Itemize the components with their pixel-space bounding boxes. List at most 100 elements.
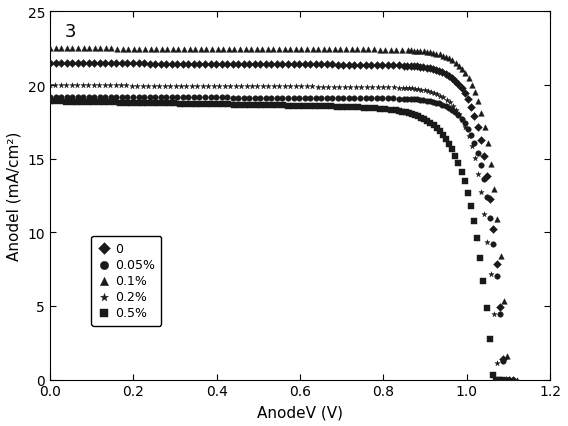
0.05% [278, 95, 287, 102]
0.5% [186, 101, 195, 108]
0.2% [420, 88, 429, 95]
0.05% [425, 98, 435, 105]
0.1% [490, 186, 499, 193]
0.05% [492, 273, 501, 279]
0.05% [178, 95, 187, 101]
0.5% [278, 103, 287, 109]
0 [311, 62, 320, 69]
0.2% [427, 89, 436, 96]
0.05% [273, 95, 282, 102]
0.05% [361, 95, 370, 102]
0.05% [51, 94, 60, 101]
0 [479, 153, 488, 160]
0.1% [435, 52, 444, 59]
0.2% [204, 83, 213, 90]
0 [250, 61, 260, 68]
0.05% [470, 141, 479, 147]
0.5% [197, 101, 206, 108]
0.1% [235, 46, 244, 53]
0.05% [173, 95, 182, 101]
0 [406, 63, 415, 70]
0.1% [247, 46, 256, 53]
0.5% [348, 104, 357, 111]
0 [435, 68, 444, 75]
0 [273, 62, 282, 69]
0 [201, 61, 210, 68]
0.2% [390, 85, 399, 92]
0.1% [62, 46, 72, 53]
0.1% [152, 46, 161, 53]
0.1% [470, 89, 479, 96]
0.2% [423, 88, 432, 95]
0.5% [132, 100, 141, 107]
0.05% [167, 95, 176, 101]
0.1% [375, 47, 384, 54]
0.1% [331, 47, 340, 54]
0.2% [384, 85, 393, 92]
0.1% [308, 47, 317, 54]
0.2% [193, 83, 202, 90]
0.5% [73, 99, 82, 106]
0.5% [62, 99, 71, 106]
0.05% [256, 95, 265, 102]
0.5% [485, 336, 494, 343]
0 [322, 62, 331, 69]
0 [457, 86, 466, 92]
0.2% [83, 83, 93, 89]
0.05% [356, 95, 365, 102]
0 [223, 61, 232, 68]
0 [444, 73, 453, 80]
0 [56, 60, 65, 67]
0 [344, 62, 353, 69]
0.5% [375, 106, 385, 113]
0 [416, 64, 425, 71]
0.05% [486, 215, 495, 222]
0.5% [407, 111, 416, 118]
0.05% [419, 98, 428, 104]
0.05% [211, 95, 220, 102]
0.5% [176, 101, 185, 108]
0.2% [429, 90, 438, 97]
0 [245, 61, 254, 68]
0.2% [258, 83, 268, 90]
0 [162, 61, 171, 68]
0.2% [182, 83, 191, 90]
0.5% [410, 112, 419, 119]
0 [295, 62, 304, 69]
0 [460, 91, 469, 98]
0.5% [337, 104, 346, 111]
0.1% [112, 46, 122, 53]
0.2% [269, 83, 278, 90]
0.05% [366, 95, 375, 102]
0.05% [448, 107, 457, 114]
0.5% [414, 113, 423, 120]
0 [438, 69, 447, 76]
0.1% [68, 46, 77, 53]
0.5% [432, 125, 441, 132]
0.05% [145, 95, 154, 101]
0.05% [428, 99, 437, 106]
0 [178, 61, 187, 68]
0.5% [438, 132, 448, 139]
0.2% [275, 83, 284, 90]
0.5% [466, 203, 475, 210]
0 [151, 61, 160, 68]
0.05% [261, 95, 270, 102]
0.05% [412, 97, 421, 104]
0.1% [454, 63, 463, 70]
0 [372, 62, 381, 69]
0.1% [461, 71, 470, 78]
0 [339, 62, 348, 69]
0.5% [451, 153, 460, 160]
0.2% [395, 85, 404, 92]
0 [239, 61, 248, 68]
0.1% [118, 46, 127, 53]
0.5% [283, 103, 293, 109]
0.5% [245, 102, 254, 109]
0.5% [426, 120, 435, 127]
0.05% [184, 95, 193, 101]
0.1% [477, 110, 486, 117]
0.1% [135, 46, 144, 53]
0.2% [45, 83, 55, 89]
0.2% [165, 83, 174, 90]
